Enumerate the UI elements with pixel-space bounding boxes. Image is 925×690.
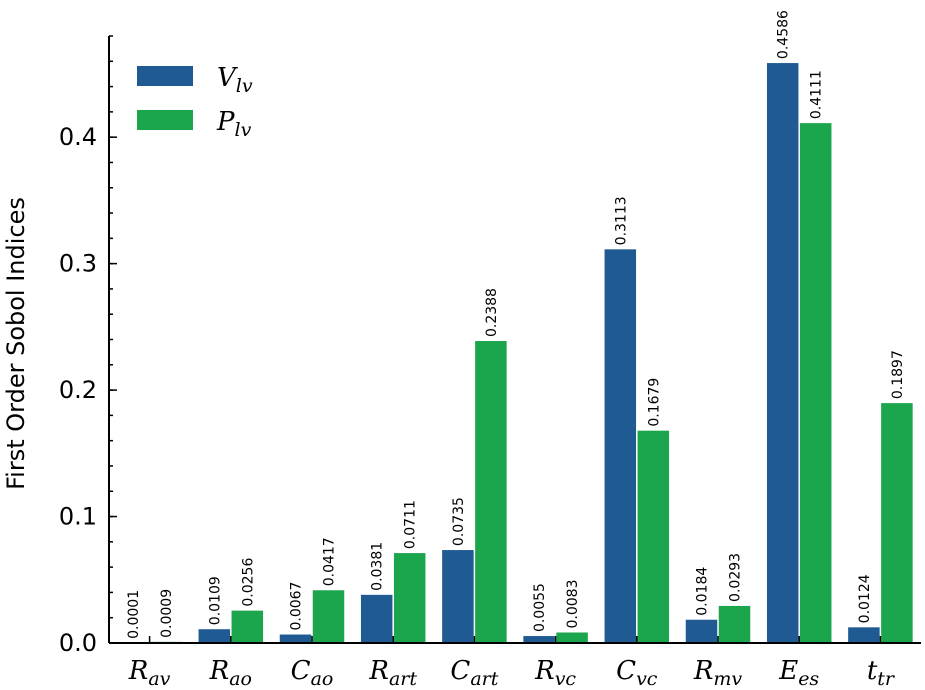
bar-v-rvc bbox=[523, 636, 555, 643]
data-label: 0.0381 bbox=[370, 542, 386, 591]
bar-p-cvc bbox=[637, 430, 670, 643]
y-tick-label: 0.0 bbox=[59, 629, 97, 657]
data-label: 0.0417 bbox=[322, 537, 338, 586]
bar-v-ees bbox=[766, 63, 799, 644]
axes-layer: 0.0 0.1 0.2 0.3 0.4 Rav Rao Cao Rart Cart Rvc Cvc Rm… bbox=[59, 35, 921, 690]
bar-v-cvc bbox=[604, 249, 637, 643]
legend-label-p: Plv bbox=[216, 107, 252, 141]
data-label: 0.2388 bbox=[484, 288, 500, 337]
data-label: 0.1897 bbox=[890, 350, 906, 399]
bar-p-cao bbox=[312, 590, 345, 643]
bar-p-ees bbox=[799, 123, 832, 644]
bars-layer bbox=[117, 63, 913, 644]
x-tick-label: Cvc bbox=[616, 656, 658, 690]
x-tick-label: Ees bbox=[778, 656, 819, 690]
y-axis-title: First Order Sobol Indices bbox=[2, 197, 30, 490]
data-label: 0.4586 bbox=[776, 10, 792, 59]
y-tick-label: 0.4 bbox=[59, 123, 97, 151]
data-labels-layer: 0.0001 0.0009 0.0109 0.0256 0.0067 0.0417 0.03… bbox=[126, 10, 906, 639]
bar-v-rao bbox=[198, 629, 231, 643]
data-label: 0.0067 bbox=[289, 582, 305, 631]
bar-v-cao bbox=[279, 634, 312, 643]
legend-swatch-p bbox=[137, 110, 193, 130]
data-label: 0.0184 bbox=[695, 567, 711, 616]
x-tick-label: Rvc bbox=[534, 656, 576, 690]
x-tick-label: Rart bbox=[368, 656, 417, 690]
data-label: 0.3113 bbox=[613, 196, 629, 245]
bar-p-ttr bbox=[881, 403, 913, 643]
data-label: 0.0009 bbox=[159, 589, 175, 638]
y-tick-label: 0.2 bbox=[59, 376, 97, 404]
bar-v-cart bbox=[442, 550, 474, 643]
y-tick-label: 0.3 bbox=[59, 250, 97, 278]
x-tick-label: Rav bbox=[128, 656, 171, 690]
bar-v-ttr bbox=[848, 627, 880, 643]
bar-p-rart bbox=[393, 553, 426, 643]
x-tick-label: ttr bbox=[867, 656, 896, 690]
data-label: 0.0735 bbox=[451, 497, 467, 546]
data-label: 0.0055 bbox=[532, 583, 548, 632]
data-label: 0.4111 bbox=[809, 70, 825, 119]
bar-p-rmv bbox=[718, 605, 751, 643]
bar-p-rvc bbox=[556, 632, 588, 643]
bar-v-rmv bbox=[685, 619, 718, 643]
y-tick-label: 0.1 bbox=[59, 503, 97, 531]
data-label: 0.0124 bbox=[857, 574, 873, 623]
data-label: 0.0256 bbox=[240, 558, 256, 607]
legend: Vlv Plv bbox=[137, 63, 253, 141]
data-label: 0.0109 bbox=[207, 576, 223, 625]
legend-label-v: Vlv bbox=[217, 63, 253, 97]
x-tick-label: Cart bbox=[450, 656, 498, 690]
data-label: 0.0001 bbox=[126, 590, 142, 639]
data-label: 0.0711 bbox=[403, 500, 419, 549]
bar-p-cart bbox=[475, 341, 507, 643]
legend-swatch-v bbox=[137, 66, 193, 86]
data-label: 0.0083 bbox=[565, 580, 581, 629]
x-tick-label: Rmv bbox=[693, 656, 743, 690]
data-label: 0.1679 bbox=[646, 378, 662, 427]
data-label: 0.0293 bbox=[728, 553, 744, 602]
x-tick-label: Rao bbox=[209, 656, 252, 690]
bar-v-rart bbox=[360, 594, 393, 643]
bar-p-rao bbox=[231, 610, 264, 643]
x-tick-label: Cao bbox=[291, 656, 334, 690]
